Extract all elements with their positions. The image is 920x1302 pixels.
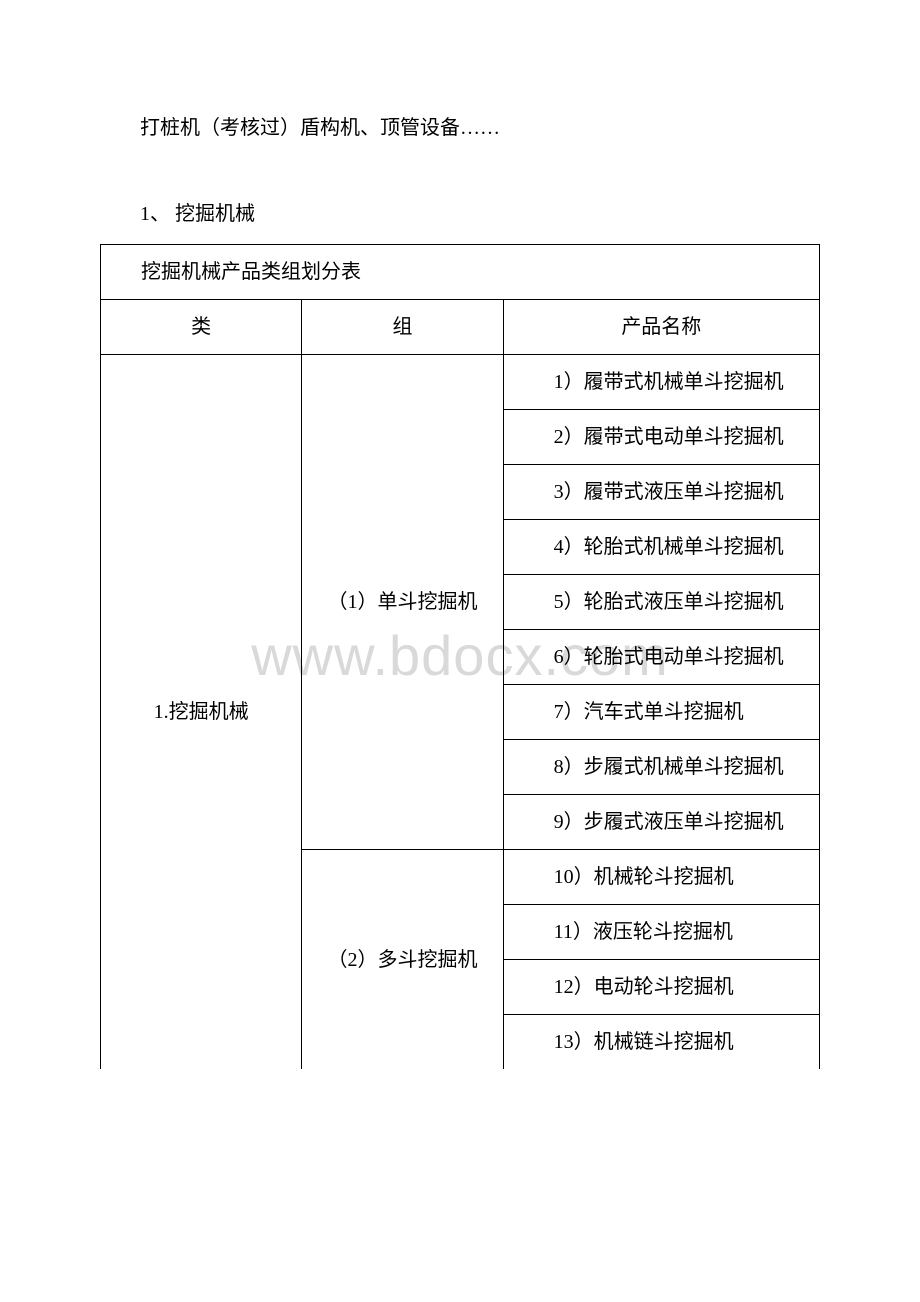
group-cell: （1）单斗挖掘机 [302,355,503,850]
table-row: 1.挖掘机械 （1）单斗挖掘机 1）履带式机械单斗挖掘机 [101,355,820,410]
product-cell: 3）履带式液压单斗挖掘机 [503,465,819,520]
table-title-row: 挖掘机械产品类组划分表 [101,245,820,300]
product-cell: 9）步履式液压单斗挖掘机 [503,795,819,850]
product-cell: 6）轮胎式电动单斗挖掘机 [503,630,819,685]
product-cell: 10）机械轮斗挖掘机 [503,850,819,905]
product-cell: 13）机械链斗挖掘机 [503,1015,819,1070]
header-category: 类 [101,300,302,355]
product-cell: 8）步履式机械单斗挖掘机 [503,740,819,795]
section-heading: 1、 挖掘机械 [100,196,820,232]
product-cell: 7）汽车式单斗挖掘机 [503,685,819,740]
product-cell: 1）履带式机械单斗挖掘机 [503,355,819,410]
product-cell: 11）液压轮斗挖掘机 [503,905,819,960]
group-cell: （2）多斗挖掘机 [302,850,503,1070]
product-cell: 5）轮胎式液压单斗挖掘机 [503,575,819,630]
product-cell: 2）履带式电动单斗挖掘机 [503,410,819,465]
header-group: 组 [302,300,503,355]
table-title: 挖掘机械产品类组划分表 [101,245,820,300]
product-cell: 12）电动轮斗挖掘机 [503,960,819,1015]
intro-paragraph: 打桩机（考核过）盾构机、顶管设备…… [100,110,820,146]
product-cell: 4）轮胎式机械单斗挖掘机 [503,520,819,575]
table-header-row: 类 组 产品名称 [101,300,820,355]
classification-table: 挖掘机械产品类组划分表 类 组 产品名称 1.挖掘机械 （1）单斗挖掘机 1）履… [100,244,820,1069]
category-cell: 1.挖掘机械 [101,355,302,1070]
header-product: 产品名称 [503,300,819,355]
